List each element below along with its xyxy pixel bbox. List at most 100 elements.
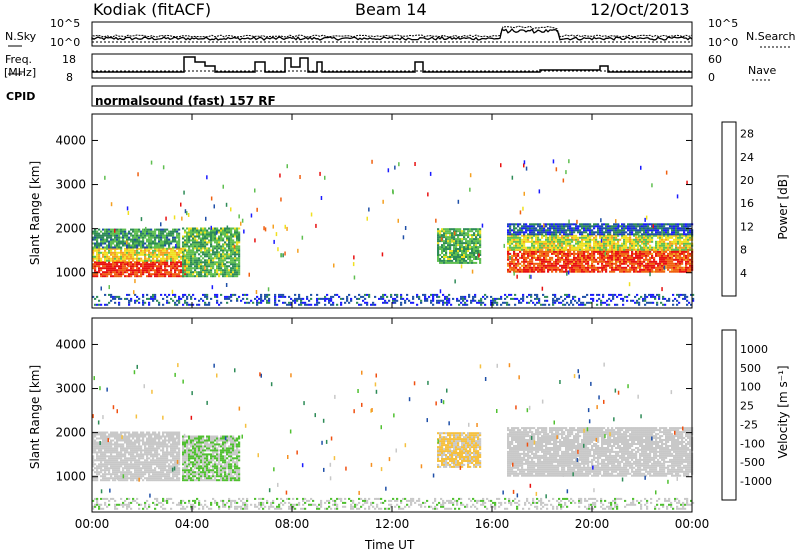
power-cell [477, 242, 480, 245]
power-cell [519, 238, 522, 241]
power-cell [463, 228, 466, 231]
power-cell [102, 273, 105, 276]
power-cell [467, 232, 470, 235]
power-cell [609, 242, 612, 245]
power-cell [216, 239, 219, 242]
power-cell [629, 262, 632, 265]
power-cell [132, 271, 135, 274]
power-cell [625, 244, 628, 247]
power-noise-cell [226, 225, 229, 230]
power-cell [627, 223, 630, 226]
power-cell [625, 246, 628, 249]
power-cell [116, 228, 119, 231]
power-cell [354, 295, 357, 298]
power-cell [114, 301, 117, 304]
power-cell [465, 254, 468, 256]
power-cell [220, 231, 223, 234]
power-cell [467, 240, 470, 243]
power-cell [597, 268, 600, 271]
power-cell [545, 233, 548, 236]
power-cell [182, 275, 185, 278]
power-cell [451, 244, 454, 247]
power-cell [621, 234, 624, 237]
power-cell [98, 299, 101, 302]
power-cell [114, 259, 117, 262]
power-cell [174, 275, 177, 278]
power-cell [549, 256, 552, 259]
power-cell [615, 234, 618, 237]
power-cell [613, 236, 616, 239]
power-cell [449, 256, 452, 258]
power-cell [585, 231, 588, 234]
power-cell [238, 249, 241, 252]
power-cell [138, 297, 141, 300]
power-cell [629, 256, 632, 259]
power-cell [671, 260, 674, 263]
nsearch-tick-top: 10^5 [708, 17, 739, 30]
power-cell [611, 248, 614, 251]
power-cell [206, 259, 209, 262]
power-cell [679, 260, 682, 263]
power-cell [593, 238, 596, 241]
power-cell [100, 275, 103, 278]
power-cell [144, 263, 147, 266]
power-cell [208, 227, 211, 230]
power-cell [108, 246, 111, 249]
power-cell [541, 244, 544, 247]
power-cell [184, 293, 187, 296]
power-cell [649, 236, 652, 239]
velocity-cell [98, 443, 101, 446]
power-cell [222, 239, 225, 242]
power-cell [192, 247, 195, 250]
power-cell [504, 301, 507, 304]
power-cell [150, 295, 153, 298]
power-cell [665, 242, 668, 245]
power-cell [148, 259, 151, 262]
power-cell [222, 247, 225, 250]
power-cell [136, 267, 139, 270]
power-cell [136, 299, 139, 302]
power-cell [619, 225, 622, 228]
power-cell [655, 234, 658, 237]
power-cell [222, 259, 225, 262]
velocity-cell [102, 473, 105, 476]
power-cell [224, 267, 227, 270]
power-cell [118, 234, 121, 237]
power-cell [591, 262, 594, 265]
power-cell [154, 232, 157, 235]
power-cell [238, 265, 241, 268]
power-cell [553, 231, 556, 234]
power-cell [238, 235, 241, 238]
power-cell [190, 261, 193, 264]
power-cell [453, 258, 456, 260]
power-noise-cell [184, 209, 187, 214]
power-noise-cell [206, 175, 208, 180]
power-cell [582, 301, 585, 304]
velocity-cell [94, 475, 97, 478]
power-cell [451, 256, 454, 258]
power-cell [603, 227, 606, 230]
power-cell [531, 238, 534, 241]
power-cell [96, 253, 99, 256]
power-cell [533, 248, 536, 251]
power-cell [496, 303, 499, 306]
power-cell [170, 275, 173, 278]
power-cell [655, 260, 658, 263]
power-cell [527, 240, 530, 243]
power-cell [206, 273, 209, 276]
power-cell [681, 252, 684, 255]
power-cell [186, 265, 189, 268]
power-cell [581, 225, 584, 228]
power-cell [134, 249, 137, 252]
power-cell [515, 223, 518, 226]
power-cell [593, 258, 596, 261]
power-cell [118, 275, 121, 278]
power-cell [122, 253, 125, 256]
power-cell [531, 244, 534, 247]
power-cell [210, 229, 213, 232]
power-cell [547, 250, 550, 253]
power-cell [308, 299, 311, 302]
power-cell [443, 261, 446, 264]
power-cell [480, 303, 483, 306]
power-cell [214, 293, 217, 296]
